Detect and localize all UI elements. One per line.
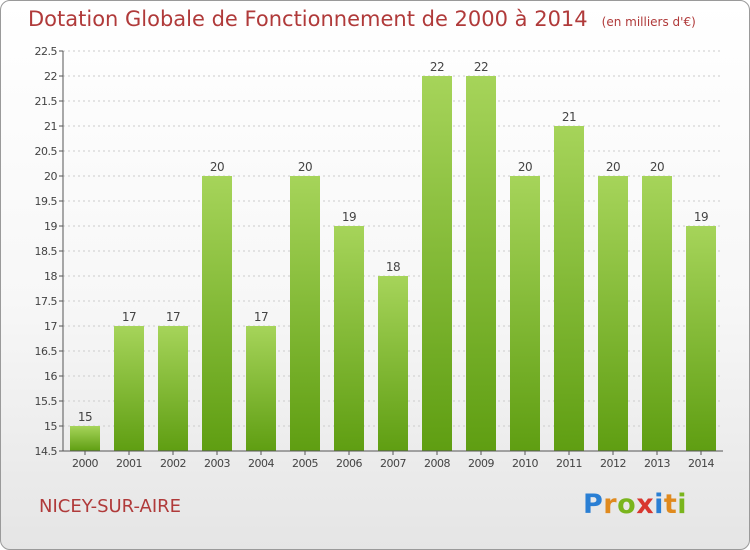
y-tick-label: 22 [44, 70, 57, 83]
bar [114, 326, 144, 451]
logo-letter: i [654, 489, 664, 520]
y-tick-label: 17.5 [35, 295, 58, 308]
y-tick-label: 18.5 [35, 245, 58, 258]
x-tick-label: 2000 [72, 457, 98, 470]
y-tick-label: 15 [44, 420, 57, 433]
y-tick-label: 22.5 [35, 45, 58, 58]
x-tick-label: 2008 [424, 457, 450, 470]
y-tick-label: 21 [44, 120, 57, 133]
bar [334, 226, 364, 451]
logo-letter: o [617, 489, 637, 520]
bar [642, 176, 672, 451]
bar [158, 326, 188, 451]
data-label: 17 [254, 310, 268, 324]
chart-title: Dotation Globale de Fonctionnement de 20… [28, 7, 588, 31]
data-label: 19 [342, 210, 356, 224]
data-label: 22 [474, 60, 488, 74]
x-tick-label: 2001 [116, 457, 142, 470]
chart-subtitle: (en milliers d'€) [601, 15, 696, 29]
y-tick-label: 14.5 [35, 445, 58, 458]
bar [598, 176, 628, 451]
x-tick-label: 2014 [688, 457, 714, 470]
axes: 14.5 15 15.5 16 16.5 17 17.5 18 18.5 19 19.5 20 20.5… [35, 45, 723, 470]
bar [290, 176, 320, 451]
x-tick-label: 2013 [644, 457, 670, 470]
bar [246, 326, 276, 451]
x-tick-label: 2009 [468, 457, 494, 470]
x-tick-label: 2011 [556, 457, 582, 470]
commune-name: NICEY-SUR-AIRE [39, 496, 182, 517]
labels: 15 17 17 20 17 20 19 18 22 22 20 21 20 20 19 [78, 60, 709, 424]
data-label: 21 [562, 110, 576, 124]
x-tick-label: 2004 [248, 457, 274, 470]
bar [422, 76, 452, 451]
data-label: 22 [430, 60, 444, 74]
y-tick-label: 18 [44, 270, 57, 283]
y-tick-label: 20.5 [35, 145, 58, 158]
logo-letter: x [636, 489, 655, 520]
bar [466, 76, 496, 451]
y-tick-label: 19 [44, 220, 57, 233]
x-tick-label: 2003 [204, 457, 230, 470]
y-tick-label: 16.5 [35, 345, 58, 358]
y-tick-label: 20 [44, 170, 57, 183]
y-tick-label: 16 [44, 370, 57, 383]
data-label: 20 [650, 160, 664, 174]
bar [554, 126, 584, 451]
logo-letter: t [663, 489, 678, 520]
bar [202, 176, 232, 451]
data-label: 17 [166, 310, 180, 324]
data-label: 20 [298, 160, 312, 174]
x-tick-label: 2002 [160, 457, 186, 470]
data-label: 18 [386, 260, 400, 274]
data-label: 17 [122, 310, 136, 324]
title-row: Dotation Globale de Fonctionnement de 20… [28, 7, 696, 31]
bar [378, 276, 408, 451]
bars [70, 76, 716, 451]
logo-letter: i [677, 489, 688, 520]
data-label: 19 [694, 210, 708, 224]
logo-letter: P [583, 489, 604, 520]
bar [686, 226, 716, 451]
y-tick-label: 17 [44, 320, 57, 333]
data-label: 20 [210, 160, 224, 174]
x-tick-label: 2010 [512, 457, 538, 470]
x-tick-label: 2007 [380, 457, 406, 470]
y-tick-label: 21.5 [35, 95, 58, 108]
bar [70, 426, 100, 451]
logo-letter: r [603, 489, 618, 520]
bar [510, 176, 540, 451]
y-tick-label: 15.5 [35, 395, 58, 408]
x-tick-label: 2005 [292, 457, 318, 470]
data-label: 20 [518, 160, 532, 174]
x-tick-label: 2006 [336, 457, 362, 470]
y-tick-label: 19.5 [35, 195, 58, 208]
data-label: 15 [78, 410, 92, 424]
x-tick-label: 2012 [600, 457, 626, 470]
data-label: 20 [606, 160, 620, 174]
proxiti-logo[interactable]: Proxiti [583, 489, 687, 520]
